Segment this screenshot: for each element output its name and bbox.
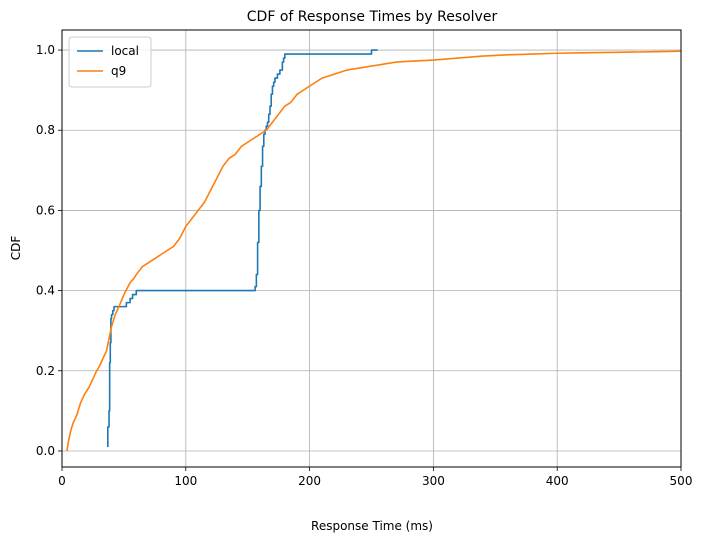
x-tick-label: 0 [58, 474, 66, 488]
x-axis-label: Response Time (ms) [311, 519, 433, 533]
legend-label-local: local [111, 44, 139, 58]
y-tick-label: 0.8 [36, 123, 55, 137]
x-tick-label: 300 [422, 474, 445, 488]
x-tick-label: 100 [174, 474, 197, 488]
y-tick-label: 0.2 [36, 364, 55, 378]
y-tick-label: 0.4 [36, 284, 55, 298]
x-tick-label: 200 [298, 474, 321, 488]
y-axis-label: CDF [9, 236, 23, 261]
chart-title: CDF of Response Times by Resolver [247, 9, 498, 25]
x-axis-ticks: 0 100 200 300 400 500 [58, 467, 692, 488]
y-tick-label: 0.0 [36, 444, 55, 458]
x-tick-label: 400 [546, 474, 569, 488]
y-tick-label: 1.0 [36, 43, 55, 57]
series-line-q9 [66, 50, 682, 452]
y-axis-ticks: 0.0 0.2 0.4 0.6 0.8 1.0 [36, 43, 62, 458]
x-tick-label: 500 [670, 474, 693, 488]
plot-frame [61, 29, 682, 468]
legend-box [68, 36, 152, 88]
series-line-local [107, 49, 378, 447]
series-group [66, 49, 682, 452]
legend: local q9 [68, 36, 152, 88]
legend-label-q9: q9 [111, 64, 126, 78]
y-tick-label: 0.6 [36, 203, 55, 217]
